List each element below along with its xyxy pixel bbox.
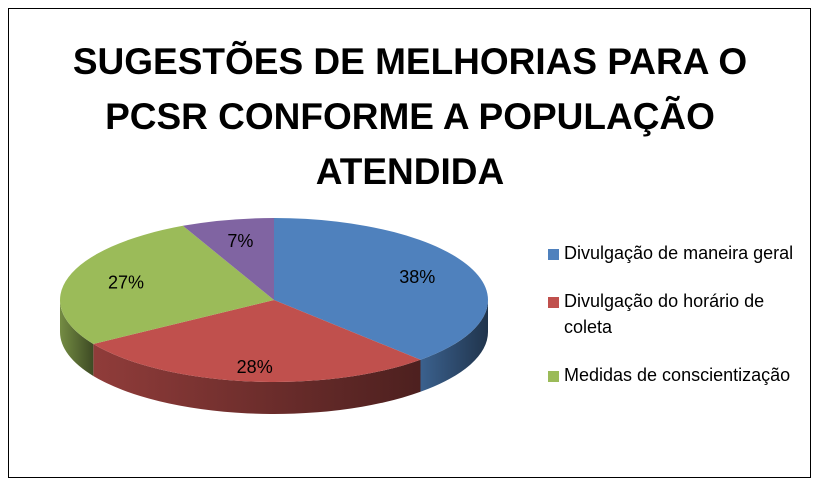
legend-swatch [548,371,559,382]
pie-slice [182,218,274,300]
data-label: 27% [108,272,144,292]
pie-side [93,343,421,414]
pie-sides [60,300,488,414]
legend-swatch [548,297,559,308]
pie-slice [274,218,488,360]
legend-label: Divulgação do horário de coleta [564,291,765,337]
legend: Divulgação de maneira geral Divulgação do… [548,240,798,410]
legend-label: Divulgação de maneira geral [564,243,794,263]
chart-frame [8,8,811,478]
pie-slice [60,225,274,344]
pie-side [60,300,94,376]
legend-label: Medidas de conscientização [564,365,791,385]
chart-title: SUGESTÕES DE MELHORIAS PARA O PCSR CONFO… [72,41,748,192]
pie-slice [93,300,421,382]
data-label: 28% [237,357,273,377]
legend-item: Divulgação do horário de coleta [548,288,798,340]
data-label: 7% [227,231,253,251]
legend-item: Divulgação de maneira geral [548,240,798,266]
legend-swatch [548,249,559,260]
data-label: 38% [399,267,435,287]
pie-side [420,300,488,392]
legend-item: Medidas de conscientização [548,362,798,388]
